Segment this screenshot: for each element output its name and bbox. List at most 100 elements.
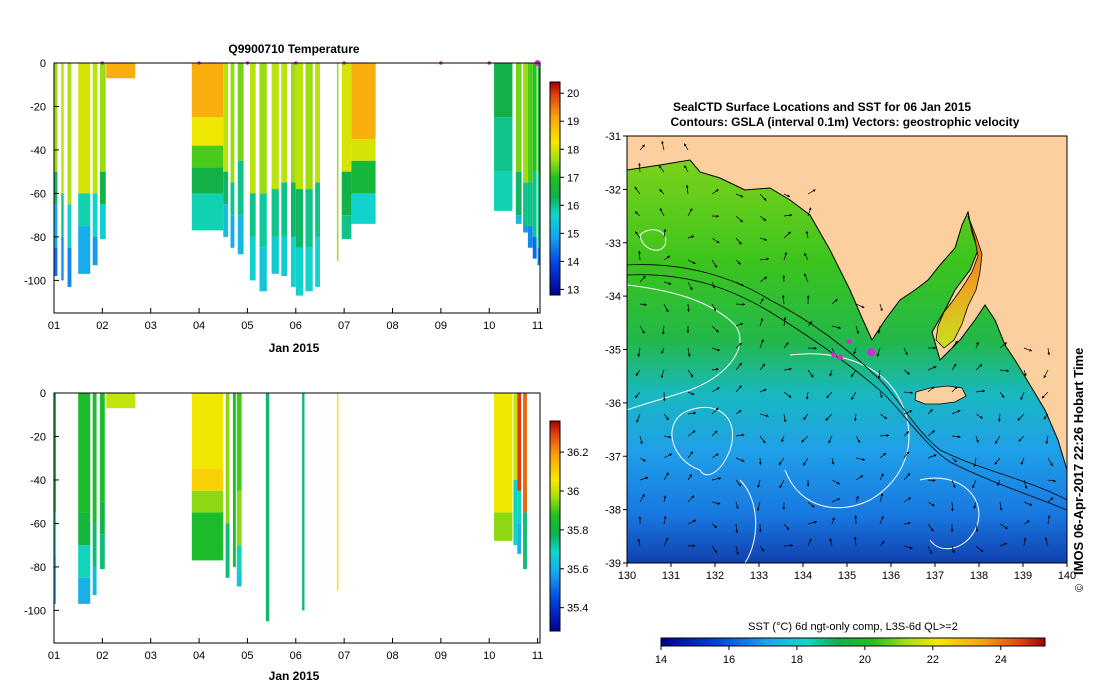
- temp-profile-11-layer-1: [249, 193, 256, 237]
- velocity-vector-176: [879, 515, 884, 525]
- map-xtick-label-3: 133: [750, 570, 768, 582]
- temp-profile-7-layer-0: [191, 63, 224, 118]
- velocity-vector-211: [975, 413, 983, 419]
- sal-profile-14-layer-1: [517, 490, 522, 524]
- velocity-vector-25: [663, 281, 672, 285]
- velocity-vector-105: [756, 501, 761, 512]
- sal-profile-15-layer-0: [523, 393, 527, 513]
- velocity-vector-1: [638, 162, 641, 173]
- velocity-vector-91: [759, 193, 767, 201]
- velocity-vector-195: [927, 501, 935, 507]
- velocity-vector-133: [807, 369, 814, 378]
- velocity-vector-42: [687, 235, 695, 239]
- temp-profile-13-layer-0: [271, 63, 279, 190]
- sal-xtick-label-2: 03: [145, 650, 157, 662]
- sst-map-panel: SealCTD Surface Locations and SST for 06…: [605, 100, 1086, 666]
- temp-ytick-label-5: -100: [24, 275, 46, 287]
- temp-profile-9-layer-2: [230, 215, 235, 248]
- map-xtick-label-1: 131: [662, 570, 680, 582]
- velocity-vector-90: [735, 545, 739, 555]
- temp-profile-8-layer-2: [223, 204, 229, 237]
- temp-profile-24-layer-1: [523, 182, 528, 227]
- temp-ytick-label-2: -40: [30, 145, 46, 157]
- velocity-vector-118: [783, 413, 787, 423]
- velocity-vector-128: [804, 252, 809, 261]
- velocity-vector-189: [927, 366, 937, 371]
- velocity-vector-152: [831, 517, 835, 525]
- temp-profile-3-layer-2: [78, 226, 91, 274]
- copyright-icon: ©: [1074, 584, 1086, 592]
- temp-profile-16-layer-0: [295, 63, 304, 190]
- temp-cbar-tick-label-3: 16: [567, 200, 579, 212]
- sal-xtick-label-3: 04: [193, 650, 205, 662]
- sal-cbar-tick-label-3: 36: [567, 486, 579, 498]
- velocity-vector-174: [879, 473, 884, 481]
- velocity-vector-187: [903, 545, 913, 550]
- velocity-vector-38: [684, 143, 689, 151]
- velocity-vector-41: [687, 208, 693, 217]
- velocity-vector-116: [783, 367, 793, 371]
- temp-profile-2-layer-1: [67, 204, 72, 248]
- temp-ytick-label-4: -80: [30, 232, 46, 244]
- temp-profile-5-layer-2: [99, 204, 106, 240]
- velocity-vector-32: [663, 435, 672, 439]
- velocity-vector-153: [829, 538, 833, 547]
- velocity-vector-229: [1023, 369, 1027, 377]
- velocity-vector-223: [994, 457, 1001, 465]
- velocity-vector-119: [781, 435, 785, 443]
- velocity-vector-162: [855, 475, 864, 481]
- velocity-vector-99: [759, 363, 766, 371]
- sal-profile-14-layer-0: [517, 393, 522, 491]
- velocity-vector-24: [663, 255, 671, 261]
- velocity-vector-107: [759, 545, 765, 552]
- velocity-vector-0: [639, 144, 645, 151]
- velocity-vector-175: [879, 493, 884, 503]
- velocity-vector-21: [659, 189, 665, 195]
- velocity-vector-47: [687, 347, 691, 358]
- velocity-vector-48: [687, 369, 694, 378]
- velocity-vector-59: [711, 237, 720, 244]
- temp-profile-19-layer-0: [336, 63, 339, 261]
- velocity-vector-163: [855, 495, 859, 503]
- temp-profile-15-layer-2: [290, 236, 296, 287]
- seal-position-0: [831, 352, 837, 358]
- temp-profile-7-layer-3: [191, 167, 224, 194]
- velocity-vector-220: [999, 391, 1005, 399]
- velocity-vector-168: [876, 347, 881, 357]
- velocity-vector-18: [637, 538, 641, 547]
- temp-profile-20-layer-1: [341, 171, 352, 216]
- velocity-vector-66: [711, 387, 720, 393]
- temp-profile-25-layer-0: [527, 63, 533, 183]
- velocity-vector-177: [879, 540, 885, 547]
- velocity-vector-215: [973, 501, 977, 509]
- velocity-vector-184: [903, 472, 911, 481]
- temp-profile-22-layer-2: [494, 171, 513, 211]
- sal-profile-12-layer-1: [494, 512, 513, 541]
- temp-profile-8-layer-0: [223, 63, 229, 172]
- velocity-vector-9: [637, 347, 641, 358]
- velocity-vector-104: [757, 479, 761, 489]
- velocity-vector-85: [735, 433, 745, 437]
- velocity-vector-235: [1023, 501, 1033, 506]
- velocity-vector-117: [783, 391, 792, 398]
- bathymetry-1: [627, 264, 1067, 501]
- temp-profile-14-layer-1: [281, 182, 288, 237]
- seal-position-1: [837, 355, 843, 361]
- temperature-title: Q9900710 Temperature: [228, 42, 360, 56]
- contour-4: [739, 479, 757, 563]
- velocity-vector-71: [711, 501, 721, 505]
- temp-profile-16-layer-1: [295, 189, 304, 248]
- map-xtick-label-2: 132: [706, 570, 724, 582]
- velocity-vector-8: [639, 325, 645, 334]
- velocity-vector-68: [711, 430, 718, 437]
- temp-profile-10-layer-0: [237, 63, 244, 161]
- temp-xtick-label-2: 03: [145, 320, 157, 332]
- velocity-vector-241: [1043, 413, 1049, 420]
- velocity-vector-3: [634, 211, 641, 217]
- sal-xtick-label-6: 07: [338, 650, 350, 662]
- sal-profile-0-layer-0: [54, 393, 56, 513]
- velocity-vector-225: [999, 501, 1003, 511]
- temp-profile-2-layer-2: [67, 247, 72, 287]
- temp-profile-14-layer-2: [281, 236, 288, 277]
- temp-xtick-label-5: 06: [290, 320, 302, 332]
